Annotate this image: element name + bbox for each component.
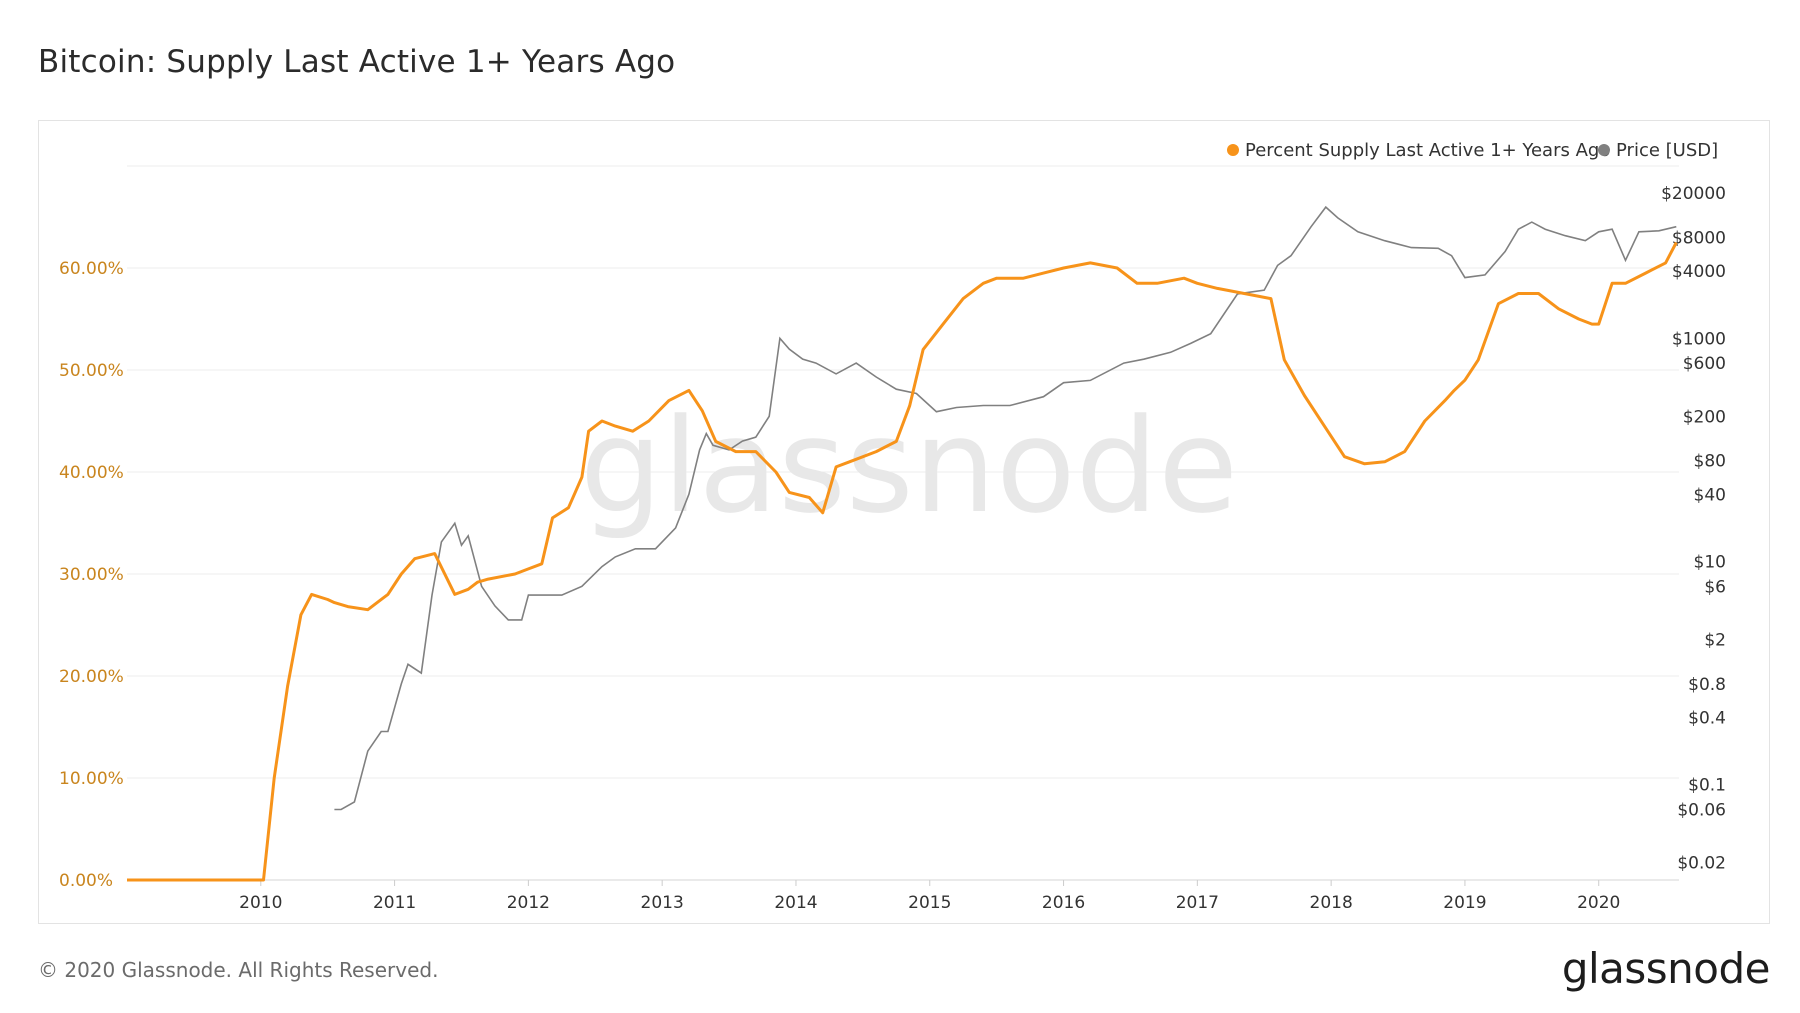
right-tick-label: $0.8 bbox=[1688, 675, 1726, 695]
right-tick-label: $40 bbox=[1694, 485, 1726, 505]
right-tick-label: $2 bbox=[1704, 631, 1726, 651]
left-tick-label: 20.00% bbox=[59, 667, 124, 687]
right-tick-label: $200 bbox=[1683, 407, 1726, 427]
x-tick-label: 2013 bbox=[641, 893, 684, 913]
right-tick-label: $0.06 bbox=[1677, 800, 1726, 820]
x-tick-label: 2011 bbox=[373, 893, 416, 913]
x-tick-label: 2010 bbox=[239, 893, 282, 913]
right-tick-label: $600 bbox=[1683, 354, 1726, 374]
right-tick-label: $4000 bbox=[1672, 262, 1726, 282]
x-tick-label: 2019 bbox=[1443, 893, 1486, 913]
x-tick-label: 2018 bbox=[1310, 893, 1353, 913]
right-tick-label: $1000 bbox=[1672, 329, 1726, 349]
legend-price-label[interactable]: Price [USD] bbox=[1616, 140, 1718, 161]
left-y-axis: 0.00% 10.00% 20.00% 30.00% 40.00% 50.00% 60.00… bbox=[59, 259, 124, 891]
chart-container: glassnode 0.00% 10.00% 20.00% 30.00% 40.00% 5… bbox=[38, 120, 1770, 924]
footer-brand-logo[interactable]: glassnode bbox=[1561, 944, 1771, 993]
legend: Percent Supply Last Active 1+ Years Ago … bbox=[1227, 140, 1718, 161]
supply-series-line bbox=[127, 241, 1678, 882]
x-tick-label: 2016 bbox=[1042, 893, 1085, 913]
right-tick-label: $0.02 bbox=[1677, 854, 1726, 874]
right-tick-label: $20000 bbox=[1661, 184, 1726, 204]
x-axis: 2010 2011 2012 2013 2014 2015 2016 2017 2018 2019… bbox=[239, 880, 1620, 913]
right-tick-label: $0.1 bbox=[1688, 776, 1726, 796]
legend-price-marker bbox=[1598, 144, 1610, 156]
right-tick-label: $8000 bbox=[1672, 229, 1726, 249]
legend-supply-label[interactable]: Percent Supply Last Active 1+ Years Ago bbox=[1245, 140, 1610, 161]
legend-supply-marker bbox=[1227, 144, 1239, 156]
right-y-axis: $20000 $8000 $4000 $1000 $600 $200 $80 $40 $10 $6… bbox=[1661, 184, 1726, 874]
chart-svg: glassnode 0.00% 10.00% 20.00% 30.00% 40.00% 5… bbox=[59, 140, 1726, 913]
left-tick-label: 10.00% bbox=[59, 769, 124, 789]
left-tick-label: 40.00% bbox=[59, 463, 124, 483]
right-tick-label: $80 bbox=[1694, 452, 1726, 472]
x-tick-label: 2012 bbox=[507, 893, 550, 913]
footer-copyright: © 2020 Glassnode. All Rights Reserved. bbox=[38, 958, 439, 982]
left-tick-label: 0.00% bbox=[59, 871, 113, 891]
grid-lines bbox=[127, 165, 1679, 881]
x-tick-label: 2017 bbox=[1176, 893, 1219, 913]
x-tick-label: 2014 bbox=[774, 893, 817, 913]
left-tick-label: 30.00% bbox=[59, 565, 124, 585]
right-tick-label: $10 bbox=[1694, 553, 1726, 573]
right-tick-label: $0.4 bbox=[1688, 709, 1726, 729]
chart-watermark: glassnode bbox=[580, 390, 1238, 542]
right-tick-label: $6 bbox=[1704, 577, 1726, 597]
price-series-line bbox=[334, 205, 1677, 811]
left-tick-label: 50.00% bbox=[59, 361, 124, 381]
left-tick-label: 60.00% bbox=[59, 259, 124, 279]
page-title: Bitcoin: Supply Last Active 1+ Years Ago bbox=[38, 44, 676, 80]
x-tick-label: 2020 bbox=[1577, 893, 1620, 913]
x-tick-label: 2015 bbox=[908, 893, 951, 913]
